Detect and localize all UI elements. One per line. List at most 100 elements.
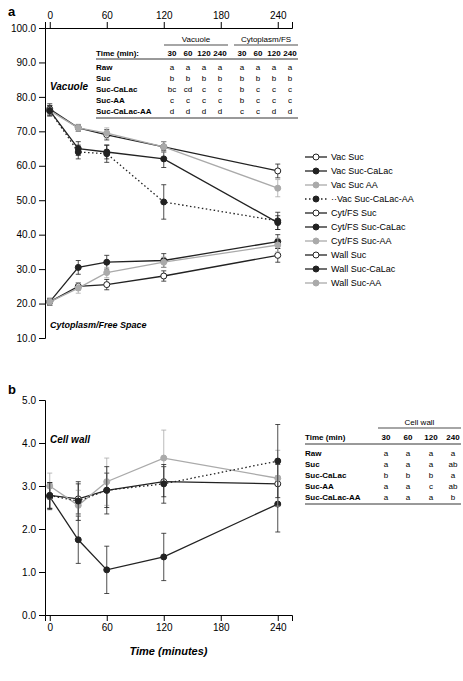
series: [47, 425, 281, 521]
table-row-label: Suc-AA: [305, 482, 334, 491]
table-column: 120: [267, 49, 281, 58]
series: [47, 238, 281, 305]
plot-area: [47, 104, 281, 306]
error-bar: [161, 271, 166, 281]
table-row-label: Raw: [305, 449, 322, 458]
panel: 06012018024010.020.030.040.050.060.070.0…: [8, 4, 298, 344]
error-bar: [76, 516, 81, 563]
table-row-label: Suc-AA: [96, 96, 125, 105]
axis-line: [39, 29, 46, 339]
legend-label: Wall Suc-CaLac: [331, 264, 396, 274]
table-cell: b: [406, 471, 411, 480]
table-cell: cd: [184, 85, 192, 94]
table-cell: b: [170, 74, 175, 83]
legend-marker: [313, 280, 319, 286]
legend-item: Vac Suc: [305, 152, 364, 162]
point: [161, 481, 167, 487]
tick-mark: [39, 572, 45, 573]
tick-label: 40.0: [17, 229, 37, 240]
tick-label: 50.0: [17, 195, 37, 206]
legend-item: Vac Suc AA: [305, 180, 378, 190]
point: [161, 144, 167, 150]
legend-item: Wall Suc-CaLac: [305, 264, 396, 274]
table-cell: a: [384, 482, 389, 491]
tick: 70.0: [17, 126, 45, 137]
table-column: 60: [404, 433, 413, 442]
table-column: 240: [213, 49, 227, 58]
legend-item: Cyt/FS Suc: [305, 208, 377, 218]
tick-mark: [107, 615, 108, 621]
table-cell: a: [288, 63, 293, 72]
annotation: Cytoplasm/Free Space: [50, 320, 147, 330]
table: Cell wallTime (min)3060120240RawaaaaSuca…: [305, 418, 461, 504]
tick-mark: [278, 615, 279, 621]
legend-marker: [313, 224, 319, 230]
table-cell: b: [272, 74, 277, 83]
legend-marker: [313, 168, 319, 174]
table-cell: c: [202, 96, 206, 105]
tick-label: 0.0: [22, 610, 36, 621]
point: [161, 144, 167, 150]
tick-label: 180: [213, 10, 230, 21]
table-cell: a: [202, 63, 207, 72]
legend-marker: [313, 182, 319, 188]
tick: 180: [213, 615, 230, 633]
error-bar: [47, 298, 52, 305]
panel: 0601201802400.01.02.03.04.05.0bTime (min…: [8, 382, 461, 657]
error-bar: [161, 465, 166, 504]
tick-mark: [39, 166, 45, 167]
tick-mark: [39, 235, 45, 236]
panel-title: a: [8, 4, 16, 19]
annotation: Vacuole: [50, 81, 88, 92]
table-rule: [305, 444, 461, 445]
table-group: Vacuole: [182, 35, 211, 44]
table-cell: a: [406, 482, 411, 491]
error-bar: [275, 235, 280, 249]
error-bar: [161, 533, 166, 580]
error-bar: [161, 185, 166, 219]
tick-label: 90.0: [17, 57, 37, 68]
error-bar: [161, 254, 166, 268]
table-cell: b: [384, 471, 389, 480]
legend-label: Wall Suc: [331, 250, 367, 260]
tick-mark: [39, 62, 45, 63]
panel-title: b: [8, 382, 16, 397]
table-cell: a: [429, 493, 434, 502]
point: [275, 252, 281, 258]
table-cell: d: [170, 107, 174, 116]
tick-mark: [39, 400, 45, 401]
error-bar: [47, 106, 52, 116]
table-cell: bc: [168, 85, 176, 94]
tick-label: 1.0: [22, 567, 36, 578]
tick-label: 4.0: [22, 438, 36, 449]
point: [161, 199, 167, 205]
series-line: [50, 111, 278, 223]
legend-label: Cyt/FS Suc: [331, 208, 377, 218]
table-cell: b: [218, 74, 223, 83]
table-row-label: Suc-CaLac: [96, 85, 138, 94]
y-axis: 10.020.030.040.050.060.070.080.090.0100.…: [11, 23, 46, 344]
error-bar: [76, 145, 81, 159]
point: [47, 299, 53, 305]
tick-mark: [278, 22, 279, 28]
table-row-label: Suc: [305, 460, 320, 469]
table-row-label: Suc: [96, 74, 111, 83]
tick-mark: [39, 486, 45, 487]
table-rule: [96, 59, 298, 60]
tick: 240: [270, 615, 287, 633]
table-cell: a: [429, 460, 434, 469]
tick-label: 0: [47, 10, 53, 21]
table-cell: c: [186, 96, 190, 105]
legend-item: Wall Suc-AA: [305, 278, 381, 288]
table-row-label: Suc-CaLac-AA: [96, 107, 152, 116]
point: [75, 125, 81, 131]
table-row-label: Suc-CaLac: [305, 471, 347, 480]
tick: 60.0: [17, 160, 45, 171]
table-header: Time (min): [305, 433, 346, 442]
table-group: Cell wall: [405, 418, 435, 427]
error-bar: [76, 482, 81, 521]
legend-label: ··Vac Suc-CaLac-AA: [331, 194, 414, 204]
series: [47, 106, 281, 230]
tick-mark: [221, 22, 222, 28]
table-cell: a: [406, 460, 411, 469]
